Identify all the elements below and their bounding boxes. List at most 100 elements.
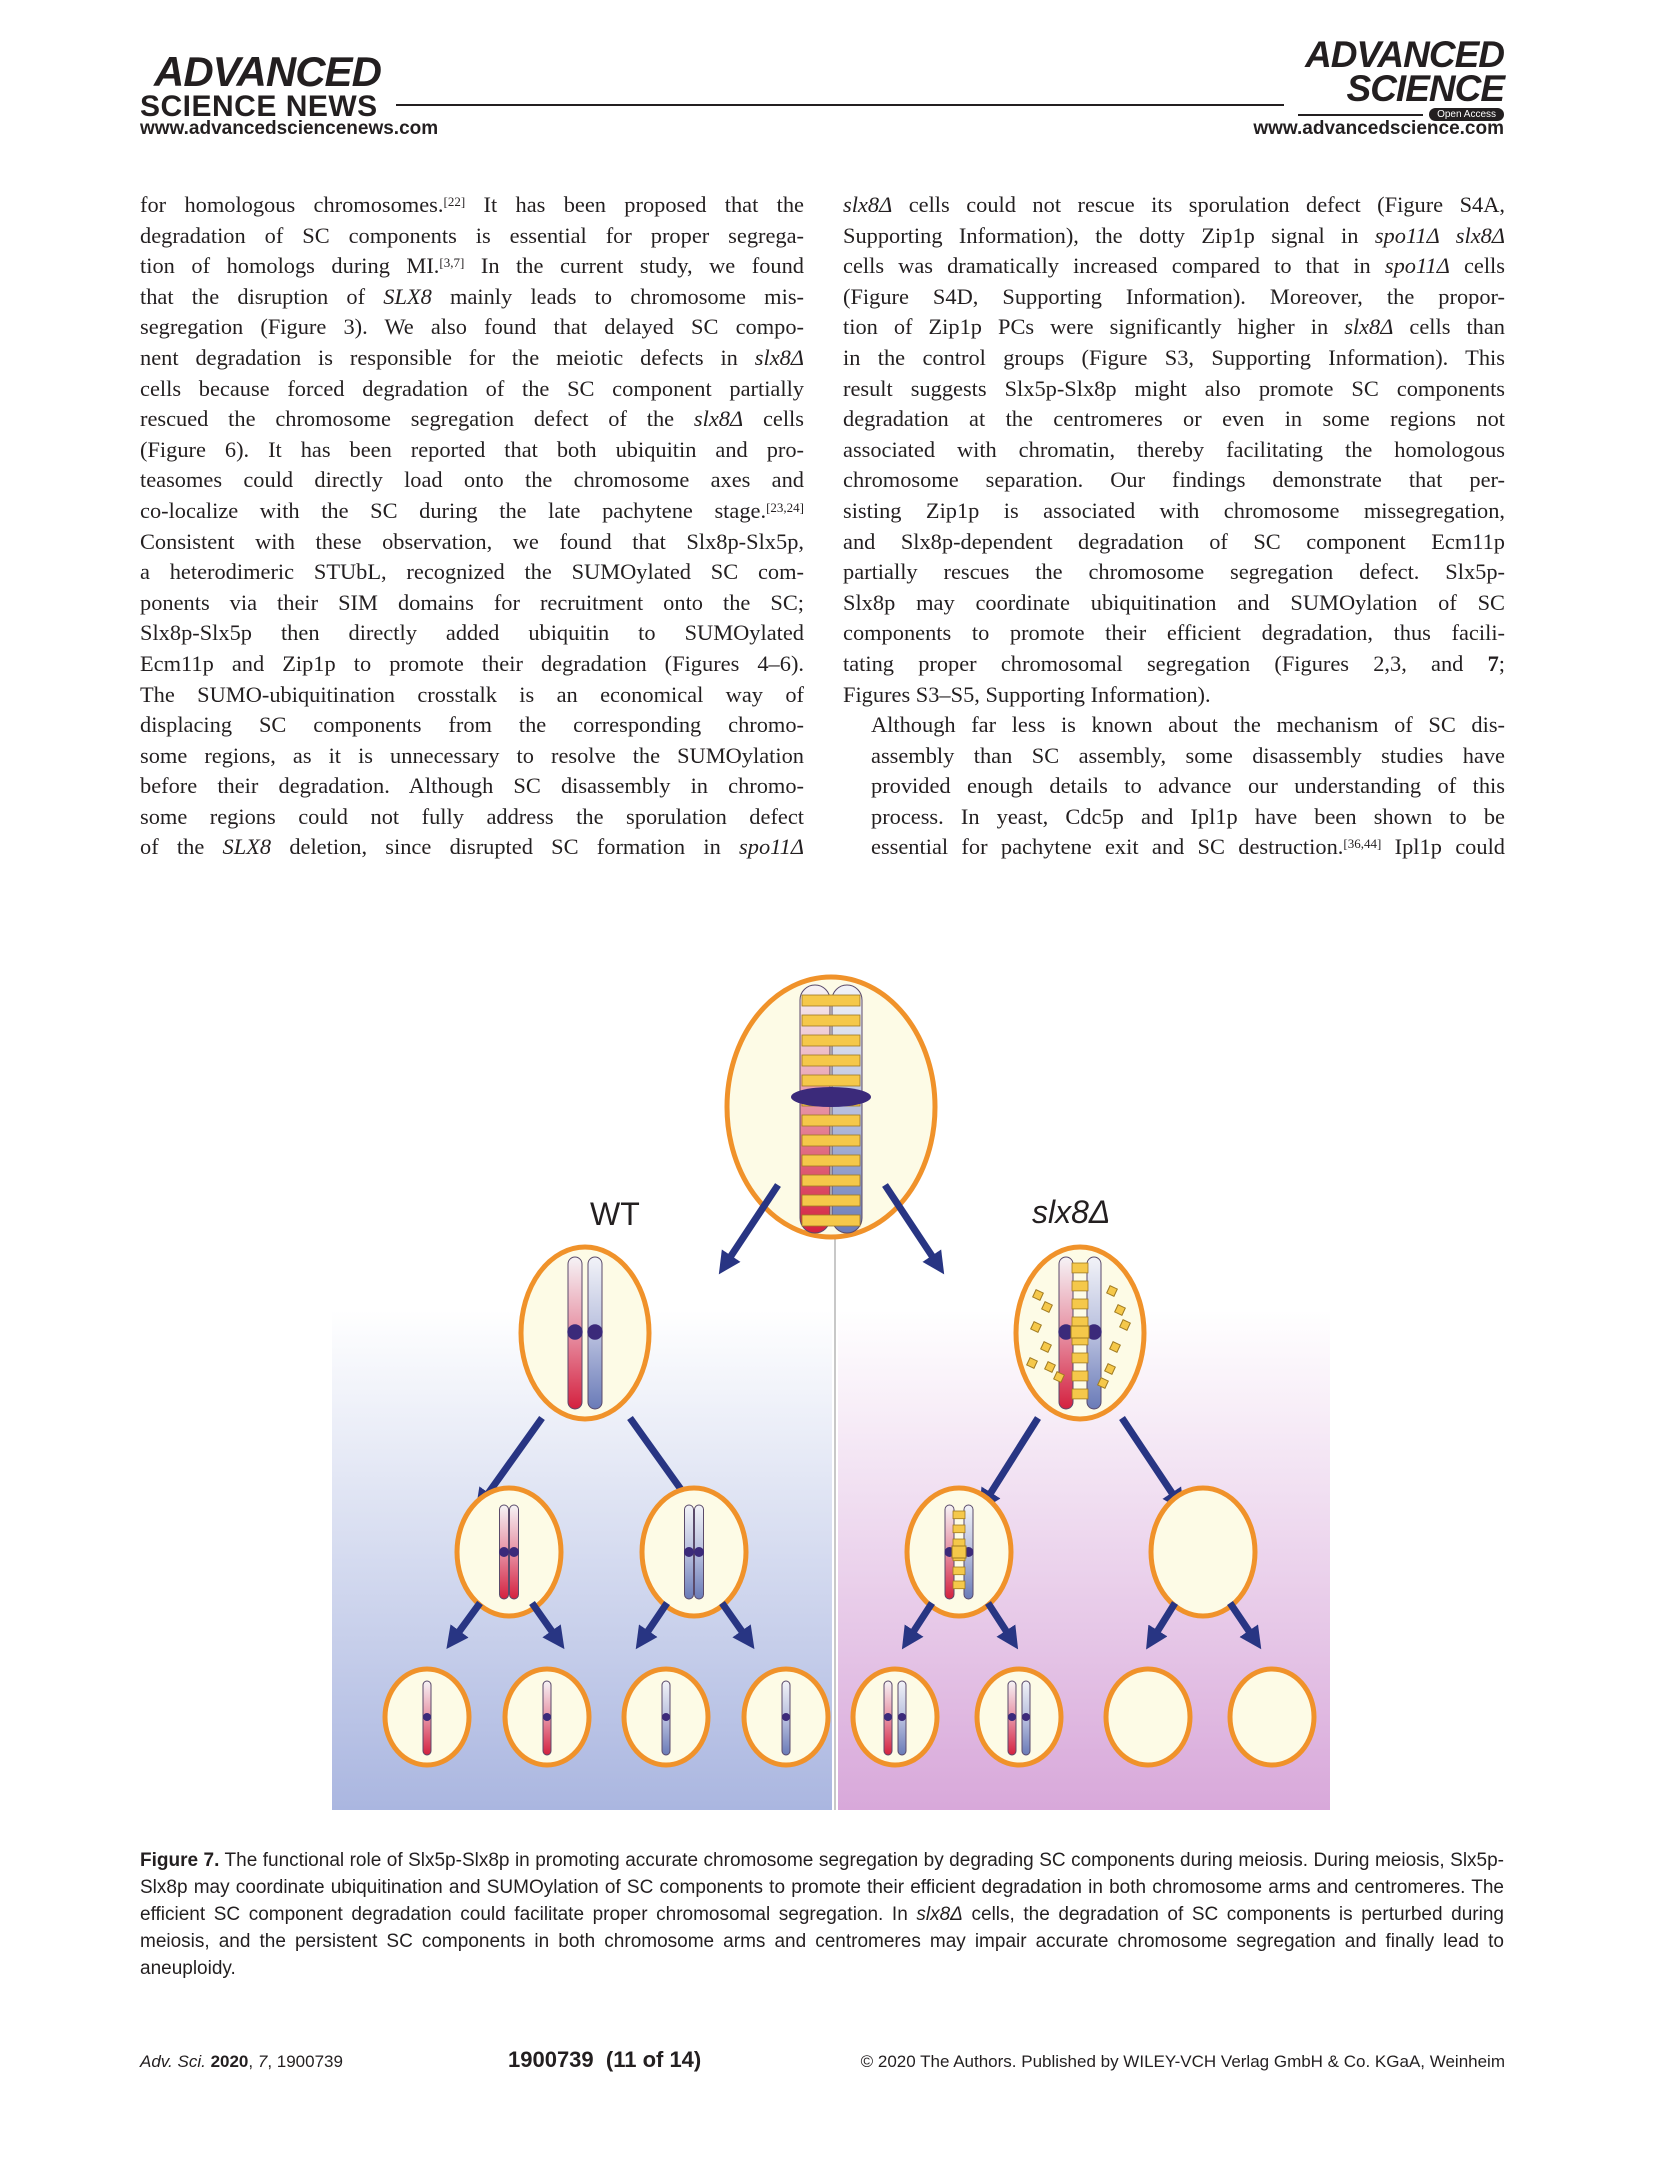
free-sc-fragment xyxy=(1119,1319,1131,1331)
text-line: rescued the chromosome segregation defec… xyxy=(140,406,804,432)
synaptonemal-complex-segment xyxy=(801,1134,861,1147)
centromere xyxy=(884,1713,892,1721)
mutant-gamete-cell xyxy=(974,1666,1064,1768)
arrow xyxy=(1146,1601,1178,1650)
centromere xyxy=(1086,1324,1102,1340)
text-line: Slx8p-Slx5p then directly added ubiquiti… xyxy=(140,620,804,646)
text-line: Slx8p may coordinate ubiquitination and … xyxy=(843,589,1505,615)
figure-caption: Figure 7. The functional role of Slx5p-S… xyxy=(140,1847,1504,1982)
centromere xyxy=(499,1547,509,1557)
header-url-right[interactable]: www.advancedscience.com xyxy=(1253,118,1504,139)
free-sc-fragment xyxy=(1097,1377,1109,1389)
logo-right-line1: ADVANCED xyxy=(1305,34,1505,75)
free-sc-fragment xyxy=(1026,1357,1038,1369)
text-line: process. In yeast, Cdc5p and Ipl1p have … xyxy=(871,803,1505,829)
text-line: displacing SC components from the corres… xyxy=(140,712,804,738)
label-slx8-delta: slx8Δ xyxy=(1032,1194,1110,1230)
free-sc-fragment xyxy=(1104,1363,1116,1375)
synaptonemal-complex-segment xyxy=(801,994,861,1007)
text-line: assembly than SC assembly, some disassem… xyxy=(871,742,1505,768)
arrow xyxy=(985,1601,1019,1650)
centromere xyxy=(1058,1324,1074,1340)
footer-journal: Adv. Sci. xyxy=(140,2052,206,2071)
text-line: that the disruption of SLX8 mainly leads… xyxy=(140,283,804,309)
text-line: components to promote their efficient de… xyxy=(843,620,1505,646)
text-line: ponents via their SIM domains for recrui… xyxy=(140,589,804,615)
synaptonemal-complex-segment xyxy=(801,1074,861,1087)
top-blue-homolog xyxy=(831,984,863,1234)
paragraph: Although far less is known about the mec… xyxy=(843,710,1505,863)
synaptonemal-complex-segment xyxy=(1071,1280,1089,1292)
synaptonemal-complex-segment xyxy=(801,1194,861,1207)
arrow xyxy=(1119,1416,1185,1512)
text-line: partially rescues the chromosome segrega… xyxy=(843,559,1505,585)
centromere xyxy=(694,1547,704,1557)
centromere xyxy=(423,1713,431,1721)
text-line: provided enough details to advance our u… xyxy=(871,773,1505,799)
header-url-left[interactable]: www.advancedsciencenews.com xyxy=(140,118,439,139)
synaptonemal-complex-segment xyxy=(952,1524,966,1534)
text-line: segregation (Figure 3). We also found th… xyxy=(140,314,804,340)
header-rule xyxy=(396,104,1284,106)
synaptonemal-complex-segment xyxy=(801,1054,861,1067)
journal-logo-right: ADVANCED SCIENCE Open Access xyxy=(1280,34,1505,121)
arrow xyxy=(529,1600,565,1650)
top-red-homolog xyxy=(799,984,831,1234)
mutant-gamete-cell xyxy=(850,1666,940,1768)
synaptonemal-complex-segment xyxy=(801,1174,861,1187)
synaptonemal-complex-segment xyxy=(1071,1388,1089,1400)
text-line: result suggests Slx5p-Slx8p might also p… xyxy=(843,375,1505,401)
text-line: before their degradation. Although SC di… xyxy=(140,773,804,799)
synaptonemal-complex-segment xyxy=(1071,1370,1089,1382)
arrow xyxy=(719,1600,755,1650)
text-line: Ecm11p and Zip1p to promote their degrad… xyxy=(140,650,804,676)
synaptonemal-complex-segment xyxy=(1071,1298,1089,1310)
text-line: slx8Δ cells could not rescue its sporula… xyxy=(843,192,1505,217)
text-line: some regions could not fully address the… xyxy=(140,803,804,829)
wt-mi-cell xyxy=(518,1244,652,1422)
text-line: associated with chromatin, thereby facil… xyxy=(843,436,1505,462)
footer-page-number: 1900739 (11 of 14) xyxy=(508,2047,702,2072)
footer-volume: 7 xyxy=(257,2052,268,2071)
centromere-sc xyxy=(1070,1325,1090,1339)
centromere xyxy=(791,1087,871,1107)
synaptonemal-complex-segment xyxy=(952,1580,966,1590)
text-line: in the control groups (Figure S3, Suppor… xyxy=(843,344,1505,370)
right-text-column: slx8Δ cells could not rescue its sporula… xyxy=(843,190,1505,863)
centromere xyxy=(567,1324,583,1340)
text-line: cells was dramatically increased compare… xyxy=(843,253,1505,279)
centromere xyxy=(543,1713,551,1721)
arrow xyxy=(635,1601,670,1650)
text-line: for homologous chromosomes.[22] It has b… xyxy=(140,192,804,217)
arrow xyxy=(446,1600,483,1650)
synaptonemal-complex-segment xyxy=(801,1114,861,1127)
text-line: essential for pachytene exit and SC dest… xyxy=(871,834,1505,860)
text-line: cells because forced degradation of the … xyxy=(140,375,804,401)
footer-article-number: 1900739 xyxy=(276,2052,343,2071)
text-line: co-localize with the SC during the late … xyxy=(140,497,804,523)
synaptonemal-complex-segment xyxy=(952,1566,966,1576)
synaptonemal-complex-segment xyxy=(801,1014,861,1027)
text-line: degradation of SC components is essentia… xyxy=(140,222,804,248)
text-line: The SUMO-ubiquitination crosstalk is an … xyxy=(140,681,804,707)
text-line: degradation at the centromeres or even i… xyxy=(843,406,1505,432)
text-line: sisting Zip1p is associated with chromos… xyxy=(843,497,1505,523)
free-sc-fragment xyxy=(1053,1371,1065,1383)
arrow xyxy=(979,1416,1041,1512)
centromere xyxy=(1022,1713,1030,1721)
mutant-gamete-cell xyxy=(1103,1666,1193,1768)
free-sc-fragment xyxy=(1041,1301,1053,1313)
text-line: tion of Zip1p PCs were significantly hig… xyxy=(843,314,1506,340)
free-sc-fragment xyxy=(1114,1304,1126,1316)
synaptonemal-complex-segment xyxy=(801,1154,861,1167)
logo-right-line2: SCIENCE xyxy=(1346,68,1505,109)
text-line: of the SLX8 deletion, since disrupted SC… xyxy=(140,834,805,860)
synaptonemal-complex-segment xyxy=(1071,1352,1089,1364)
synaptonemal-complex-segment xyxy=(801,1034,861,1047)
free-sc-fragment xyxy=(1109,1341,1121,1353)
text-line: some regions, as it is unnecessary to re… xyxy=(140,742,804,768)
free-sc-fragment xyxy=(1030,1321,1042,1333)
paragraph: for homologous chromosomes.[22] It has b… xyxy=(140,190,804,863)
arrow xyxy=(1227,1601,1262,1650)
synaptonemal-complex-segment xyxy=(1071,1262,1089,1274)
